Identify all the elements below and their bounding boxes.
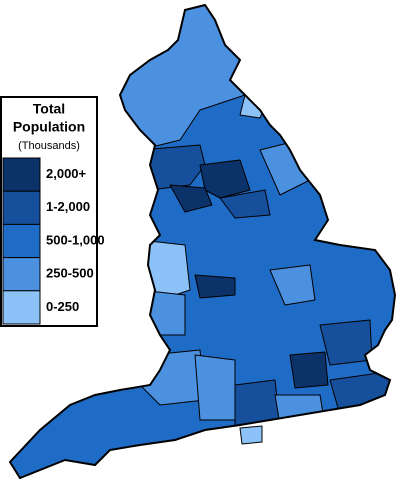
legend-swatch	[2, 257, 41, 292]
island	[239, 425, 263, 445]
region	[194, 354, 236, 421]
legend-swatch	[2, 190, 41, 225]
legend-label: 250-500	[46, 266, 94, 281]
legend-swatch	[2, 157, 41, 192]
legend-label: 500-1,000	[46, 232, 105, 247]
legend-swatch	[2, 223, 41, 259]
region	[274, 394, 326, 426]
legend-label: 1-2,000	[46, 199, 90, 214]
region	[139, 289, 186, 336]
region	[139, 239, 191, 301]
region	[319, 319, 373, 366]
legend-title: Total	[33, 101, 65, 117]
region	[169, 184, 213, 213]
region	[199, 159, 251, 199]
region	[289, 351, 329, 389]
legend: Total Population (Thousands) 2,000+ 1-2,0…	[0, 96, 105, 327]
legend-subtitle: (Thousands)	[18, 140, 80, 152]
legend-swatch	[2, 290, 41, 325]
legend-title: Population	[13, 119, 85, 135]
legend-label: 2,000+	[46, 166, 87, 181]
region	[269, 264, 316, 306]
legend-label: 0-250	[46, 299, 79, 314]
region	[219, 189, 271, 219]
region	[194, 274, 236, 299]
